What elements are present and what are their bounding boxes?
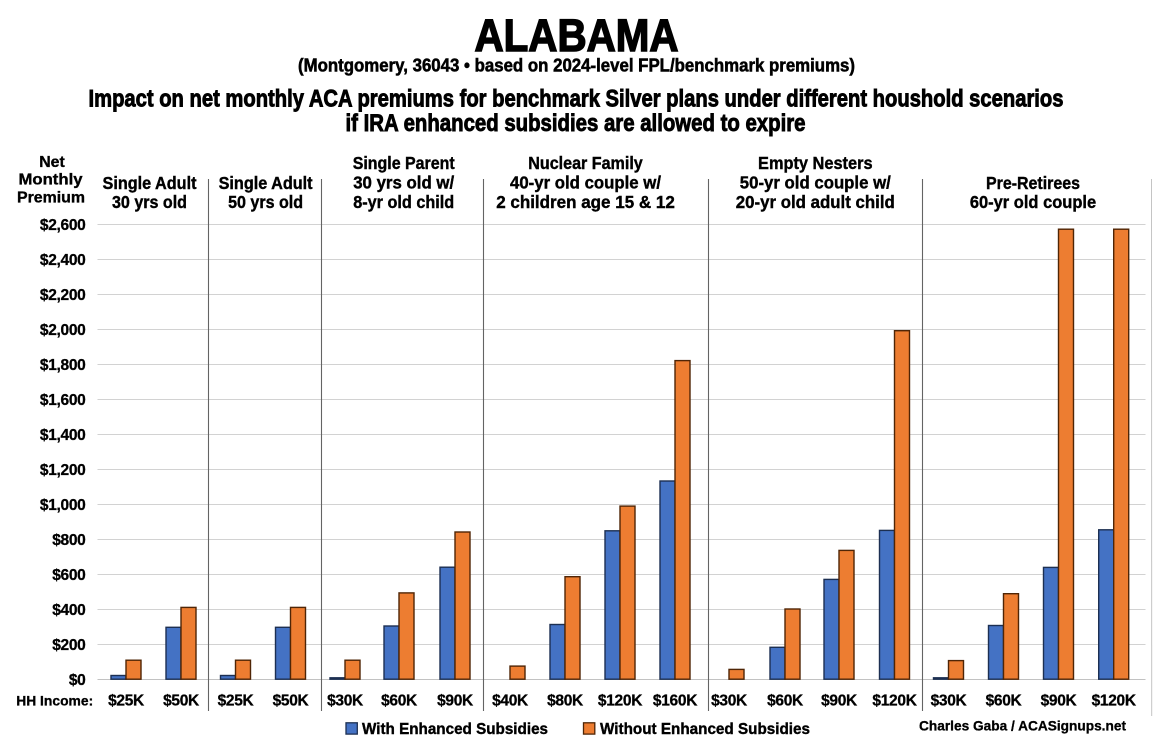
- svg-text:(Montgomery, 36043 • based on: (Montgomery, 36043 • based on 2024-level…: [298, 56, 855, 76]
- svg-text:$2,000: $2,000: [40, 322, 86, 339]
- svg-text:$120K: $120K: [598, 692, 643, 709]
- svg-text:20-yr old adult child: 20-yr old adult child: [736, 192, 895, 212]
- svg-text:2 children age 15 & 12: 2 children age 15 & 12: [496, 192, 675, 212]
- svg-text:Empty Nesters: Empty Nesters: [758, 153, 873, 173]
- svg-text:$50K: $50K: [273, 692, 310, 709]
- svg-text:$2,600: $2,600: [40, 217, 86, 234]
- svg-text:Single Parent: Single Parent: [353, 153, 455, 173]
- svg-text:Monthly: Monthly: [19, 171, 83, 188]
- svg-text:$30K: $30K: [327, 692, 364, 709]
- svg-text:$30K: $30K: [931, 692, 968, 709]
- svg-text:Nuclear Family: Nuclear Family: [528, 153, 643, 173]
- svg-text:Without Enhanced Subsidies: Without Enhanced Subsidies: [600, 721, 810, 738]
- svg-text:$40K: $40K: [492, 692, 529, 709]
- svg-text:$800: $800: [52, 532, 85, 549]
- svg-text:$80K: $80K: [547, 692, 584, 709]
- svg-text:$400: $400: [52, 602, 85, 619]
- svg-text:60-yr old couple: 60-yr old couple: [970, 192, 1097, 212]
- svg-text:$90K: $90K: [1041, 692, 1078, 709]
- svg-text:Premium: Premium: [17, 190, 85, 207]
- svg-text:$120K: $120K: [1092, 692, 1137, 709]
- svg-text:if IRA enhanced subsidies are: if IRA enhanced subsidies are allowed to…: [346, 110, 806, 137]
- svg-text:$1,200: $1,200: [40, 462, 86, 479]
- svg-text:Net: Net: [39, 154, 65, 171]
- svg-text:$90K: $90K: [437, 692, 474, 709]
- svg-text:50 yrs old: 50 yrs old: [228, 192, 303, 212]
- svg-text:30 yrs old: 30 yrs old: [112, 192, 187, 212]
- svg-text:$0: $0: [69, 672, 86, 689]
- svg-text:$2,400: $2,400: [40, 252, 86, 269]
- svg-text:50-yr old couple w/: 50-yr old couple w/: [740, 173, 891, 193]
- svg-text:30 yrs old w/: 30 yrs old w/: [353, 173, 454, 193]
- svg-text:40-yr old couple w/: 40-yr old couple w/: [510, 173, 661, 193]
- svg-text:$1,800: $1,800: [40, 357, 86, 374]
- svg-text:$200: $200: [52, 637, 85, 654]
- svg-text:$160K: $160K: [653, 692, 698, 709]
- svg-text:ALABAMA: ALABAMA: [475, 10, 679, 61]
- svg-text:8-yr old child: 8-yr old child: [353, 192, 454, 212]
- svg-text:$1,600: $1,600: [40, 392, 86, 409]
- svg-text:$60K: $60K: [986, 692, 1023, 709]
- svg-text:With Enhanced Subsidies: With Enhanced Subsidies: [362, 721, 548, 738]
- svg-text:$120K: $120K: [872, 692, 917, 709]
- svg-text:$600: $600: [52, 567, 85, 584]
- svg-text:Single Adult: Single Adult: [219, 173, 313, 193]
- svg-text:$25K: $25K: [218, 692, 255, 709]
- svg-text:Single Adult: Single Adult: [103, 173, 197, 193]
- svg-text:$60K: $60K: [381, 692, 418, 709]
- svg-text:Impact on net monthly ACA prem: Impact on net monthly ACA premiums for b…: [89, 86, 1064, 113]
- svg-text:$90K: $90K: [821, 692, 858, 709]
- svg-text:Charles Gaba / ACASignups.net: Charles Gaba / ACASignups.net: [919, 718, 1126, 734]
- svg-text:HH Income:: HH Income:: [16, 692, 93, 708]
- svg-text:$25K: $25K: [108, 692, 145, 709]
- svg-text:$30K: $30K: [711, 692, 748, 709]
- svg-text:$50K: $50K: [163, 692, 200, 709]
- svg-text:$2,200: $2,200: [40, 287, 86, 304]
- svg-text:Pre-Retirees: Pre-Retirees: [986, 173, 1080, 193]
- svg-text:$1,000: $1,000: [40, 497, 86, 514]
- svg-text:$1,400: $1,400: [40, 427, 86, 444]
- svg-text:$60K: $60K: [767, 692, 804, 709]
